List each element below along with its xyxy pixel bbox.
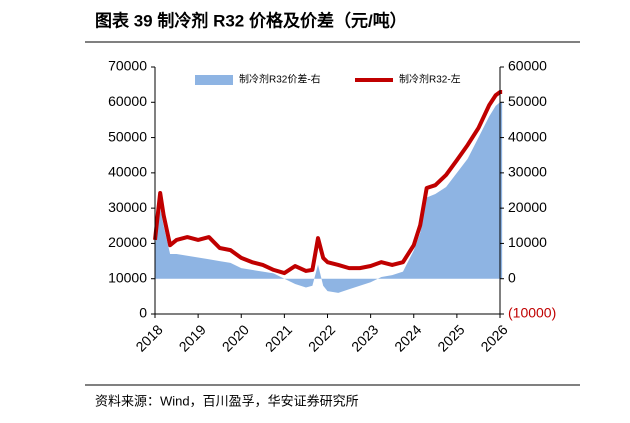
x-tick-label: 2019 bbox=[176, 321, 209, 354]
x-tick-label: 2018 bbox=[132, 321, 165, 354]
x-tick-label: 2020 bbox=[219, 321, 252, 354]
x-tick-label: 2024 bbox=[391, 321, 424, 354]
y-tick-label: 70000 bbox=[108, 58, 147, 74]
y2-tick-label: 60000 bbox=[508, 58, 547, 74]
legend-label: 制冷剂R32-左 bbox=[399, 73, 461, 86]
y-tick-label: 40000 bbox=[108, 164, 147, 180]
y2-tick-label: 20000 bbox=[508, 199, 547, 215]
x-tick-label: 2026 bbox=[477, 321, 510, 354]
y-tick-label: 60000 bbox=[108, 93, 147, 109]
y2-tick-label: 0 bbox=[508, 269, 516, 285]
y-tick-label: 10000 bbox=[108, 269, 147, 285]
y-tick-label: 30000 bbox=[108, 199, 147, 215]
title: 图表 39 制冷剂 R32 价格及价差（元/吨） bbox=[95, 10, 407, 30]
y-tick-label: 50000 bbox=[108, 128, 147, 144]
y2-tick-label: 10000 bbox=[508, 234, 547, 250]
source: 资料来源：Wind，百川盈孚，华安证券研究所 bbox=[95, 393, 359, 408]
x-tick-label: 2021 bbox=[262, 321, 295, 354]
y-tick-label: 0 bbox=[139, 305, 147, 321]
y-tick-label: 20000 bbox=[108, 234, 147, 250]
y2-tick-label: 50000 bbox=[508, 93, 547, 109]
legend-label: 制冷剂R32价差-右 bbox=[239, 73, 321, 86]
x-tick-label: 2022 bbox=[305, 321, 338, 354]
x-tick-label: 2023 bbox=[348, 321, 381, 354]
area bbox=[155, 102, 503, 293]
x-tick-label: 2025 bbox=[434, 321, 467, 354]
legend-swatch bbox=[195, 75, 233, 85]
y2-tick-label: 30000 bbox=[508, 164, 547, 180]
line bbox=[153, 90, 503, 276]
y2-tick-label: 40000 bbox=[508, 128, 547, 144]
y2-tick-label: (10000) bbox=[508, 305, 556, 321]
